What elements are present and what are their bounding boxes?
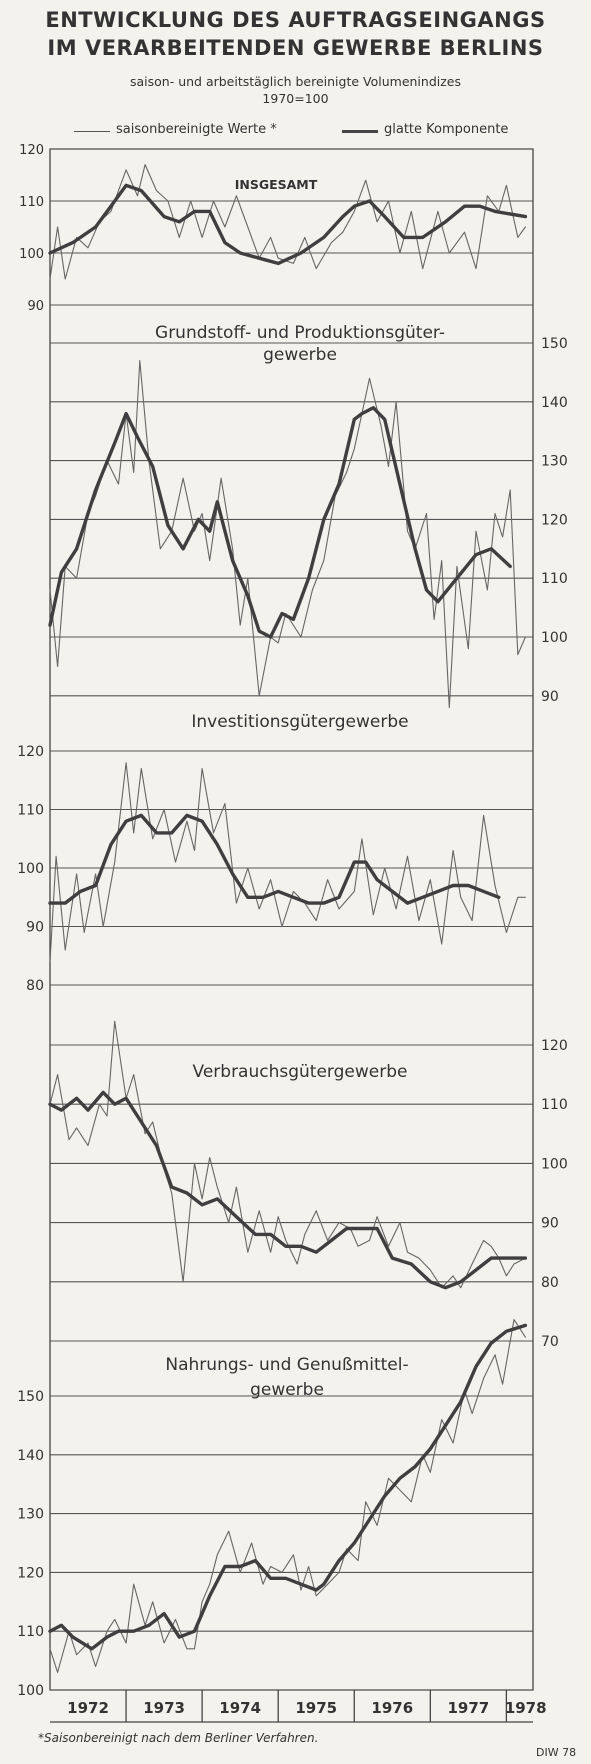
y-tick-label: 70 bbox=[541, 1334, 559, 1350]
series-smooth-line bbox=[48, 813, 501, 905]
footnote: *Saisonbereinigt nach dem Berliner Verfa… bbox=[38, 1731, 319, 1745]
y-tick-label: 100 bbox=[19, 247, 44, 262]
y-tick-label: 120 bbox=[19, 143, 44, 158]
legend-thin-line-swatch bbox=[74, 131, 110, 132]
panel-4: 70 80 90 100 110 120 Verbrauchsgütergewerbe bbox=[48, 1020, 568, 1350]
series-seasonal-line bbox=[49, 164, 526, 280]
x-tick-label: 1972 bbox=[67, 1699, 109, 1717]
y-tick-label: 90 bbox=[26, 920, 44, 936]
chart-title-line-2: IM VERARBEITENDEN GEWERBE BERLINS bbox=[47, 36, 544, 60]
y-tick-label: 90 bbox=[541, 689, 559, 705]
x-tick-label: 1974 bbox=[219, 1699, 261, 1717]
series-seasonal-line bbox=[49, 762, 526, 963]
y-tick-label: 100 bbox=[541, 1156, 568, 1172]
series-seasonal-line bbox=[49, 1319, 526, 1673]
series-smooth-line bbox=[48, 406, 512, 639]
y-tick-label: 100 bbox=[17, 861, 44, 877]
series-smooth-line bbox=[48, 1090, 528, 1290]
y-tick-label: 100 bbox=[17, 1683, 44, 1699]
y-tick-label: 120 bbox=[541, 512, 568, 528]
panel-1: 90 100 110 120 INSGESAMT bbox=[19, 143, 533, 314]
series-smooth-line bbox=[48, 183, 528, 266]
y-tick-label: 150 bbox=[541, 336, 568, 352]
x-tick-label: 1978 bbox=[505, 1699, 547, 1717]
y-tick-label: 80 bbox=[541, 1275, 559, 1291]
y-tick-label: 140 bbox=[17, 1448, 44, 1464]
series-seasonal-line bbox=[49, 1020, 526, 1289]
panel-title: Verbrauchsgütergewerbe bbox=[193, 1062, 408, 1082]
legend-thick-line-swatch bbox=[342, 130, 378, 133]
series-seasonal-line bbox=[49, 360, 526, 709]
y-tick-label: 110 bbox=[541, 571, 568, 587]
y-tick-label: 140 bbox=[541, 395, 568, 411]
panel-5: 100 110 120 130 140 150 Nahrungs- und Genußmit… bbox=[17, 1319, 533, 1699]
y-tick-label: 120 bbox=[17, 1565, 44, 1581]
y-tick-label: 130 bbox=[541, 454, 568, 470]
panel-title: INSGESAMT bbox=[235, 177, 318, 192]
y-tick-label: 100 bbox=[541, 630, 568, 646]
y-tick-label: 120 bbox=[541, 1038, 568, 1054]
panel-title: Investitionsgütergewerbe bbox=[191, 712, 408, 732]
panel-3: 80 90 100 110 120 Investitionsgütergewerbe bbox=[17, 712, 533, 994]
x-tick-label: 1976 bbox=[371, 1699, 413, 1717]
chart-subtitle-line-1: saison- und arbeitstäglich bereinigte Vo… bbox=[129, 74, 461, 89]
series-smooth-line bbox=[48, 1323, 528, 1651]
y-tick-label: 110 bbox=[541, 1097, 568, 1113]
y-tick-label: 150 bbox=[17, 1389, 44, 1405]
panel-title-line-2: gewerbe bbox=[263, 345, 337, 365]
chart-title-line-1: ENTWICKLUNG DES AUFTRAGSEINGANGS bbox=[45, 8, 546, 32]
x-tick-label: 1973 bbox=[143, 1699, 185, 1717]
x-tick-label: 1975 bbox=[295, 1699, 337, 1717]
y-tick-label: 110 bbox=[17, 1624, 44, 1640]
y-tick-label: 120 bbox=[17, 744, 44, 760]
y-tick-label: 110 bbox=[17, 803, 44, 819]
y-tick-label: 80 bbox=[26, 978, 44, 994]
y-tick-label: 110 bbox=[19, 195, 44, 210]
panel-title: Nahrungs- und Genußmittel- bbox=[165, 1355, 408, 1375]
x-tick-label: 1977 bbox=[447, 1699, 489, 1717]
chart-subtitle-line-2: 1970=100 bbox=[262, 91, 329, 106]
plot-frame bbox=[49, 148, 534, 1691]
panel-title: Grundstoff- und Produktionsgüter- bbox=[155, 323, 445, 343]
panel-title-line-2: gewerbe bbox=[250, 1380, 324, 1400]
legend-thick-label: glatte Komponente bbox=[384, 122, 509, 137]
y-tick-label: 130 bbox=[17, 1507, 44, 1523]
y-tick-label: 90 bbox=[27, 299, 44, 314]
legend-thin-label: saisonbereinigte Werte * bbox=[116, 122, 277, 137]
panel-2: 90 100 110 120 130 140 150 Grundstoff- und Prod… bbox=[48, 323, 568, 709]
y-tick-label: 90 bbox=[541, 1216, 559, 1232]
source-credit: DIW 78 bbox=[536, 1746, 577, 1759]
